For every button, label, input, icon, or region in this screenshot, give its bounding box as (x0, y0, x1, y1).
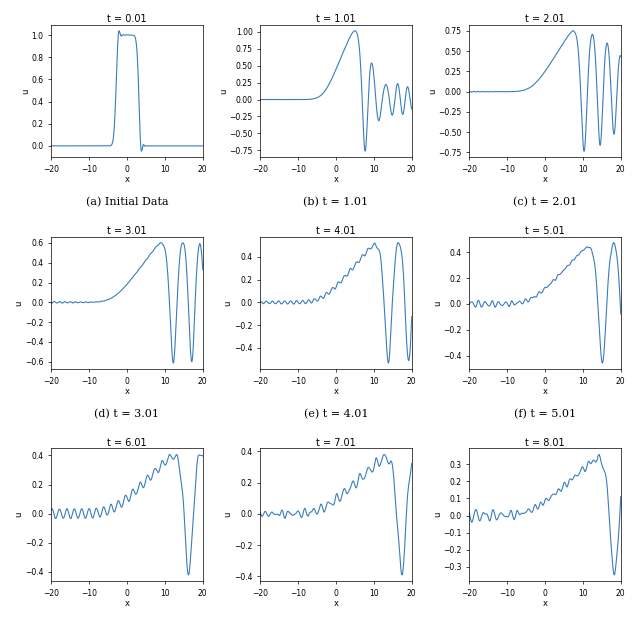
Title: t = 3.01: t = 3.01 (107, 226, 147, 236)
Title: t = 1.01: t = 1.01 (316, 14, 356, 24)
X-axis label: x: x (124, 599, 129, 608)
Title: t = 5.01: t = 5.01 (525, 226, 565, 236)
Y-axis label: u: u (219, 88, 228, 93)
X-axis label: x: x (333, 175, 339, 184)
Title: t = 8.01: t = 8.01 (525, 438, 565, 447)
Y-axis label: u: u (21, 88, 30, 93)
Text: (e) t = 4.01: (e) t = 4.01 (304, 408, 368, 419)
X-axis label: x: x (543, 175, 548, 184)
Y-axis label: u: u (433, 300, 442, 305)
Text: (b) t = 1.01: (b) t = 1.01 (303, 197, 369, 207)
Y-axis label: u: u (224, 300, 233, 305)
Text: (d) t = 3.01: (d) t = 3.01 (95, 408, 159, 419)
Text: (c) t = 2.01: (c) t = 2.01 (513, 197, 577, 207)
X-axis label: x: x (124, 387, 129, 396)
Title: t = 2.01: t = 2.01 (525, 14, 565, 24)
X-axis label: x: x (543, 599, 548, 608)
Y-axis label: u: u (224, 512, 233, 517)
Y-axis label: u: u (15, 512, 24, 517)
Text: (a) Initial Data: (a) Initial Data (86, 197, 168, 207)
X-axis label: x: x (543, 387, 548, 396)
Y-axis label: u: u (428, 88, 437, 93)
Y-axis label: u: u (433, 512, 442, 517)
Title: t = 6.01: t = 6.01 (107, 438, 147, 447)
Y-axis label: u: u (15, 300, 24, 305)
X-axis label: x: x (333, 599, 339, 608)
X-axis label: x: x (333, 387, 339, 396)
Title: t = 4.01: t = 4.01 (316, 226, 356, 236)
Title: t = 0.01: t = 0.01 (107, 14, 147, 24)
X-axis label: x: x (124, 175, 129, 184)
Text: (f) t = 5.01: (f) t = 5.01 (514, 408, 576, 419)
Title: t = 7.01: t = 7.01 (316, 438, 356, 447)
